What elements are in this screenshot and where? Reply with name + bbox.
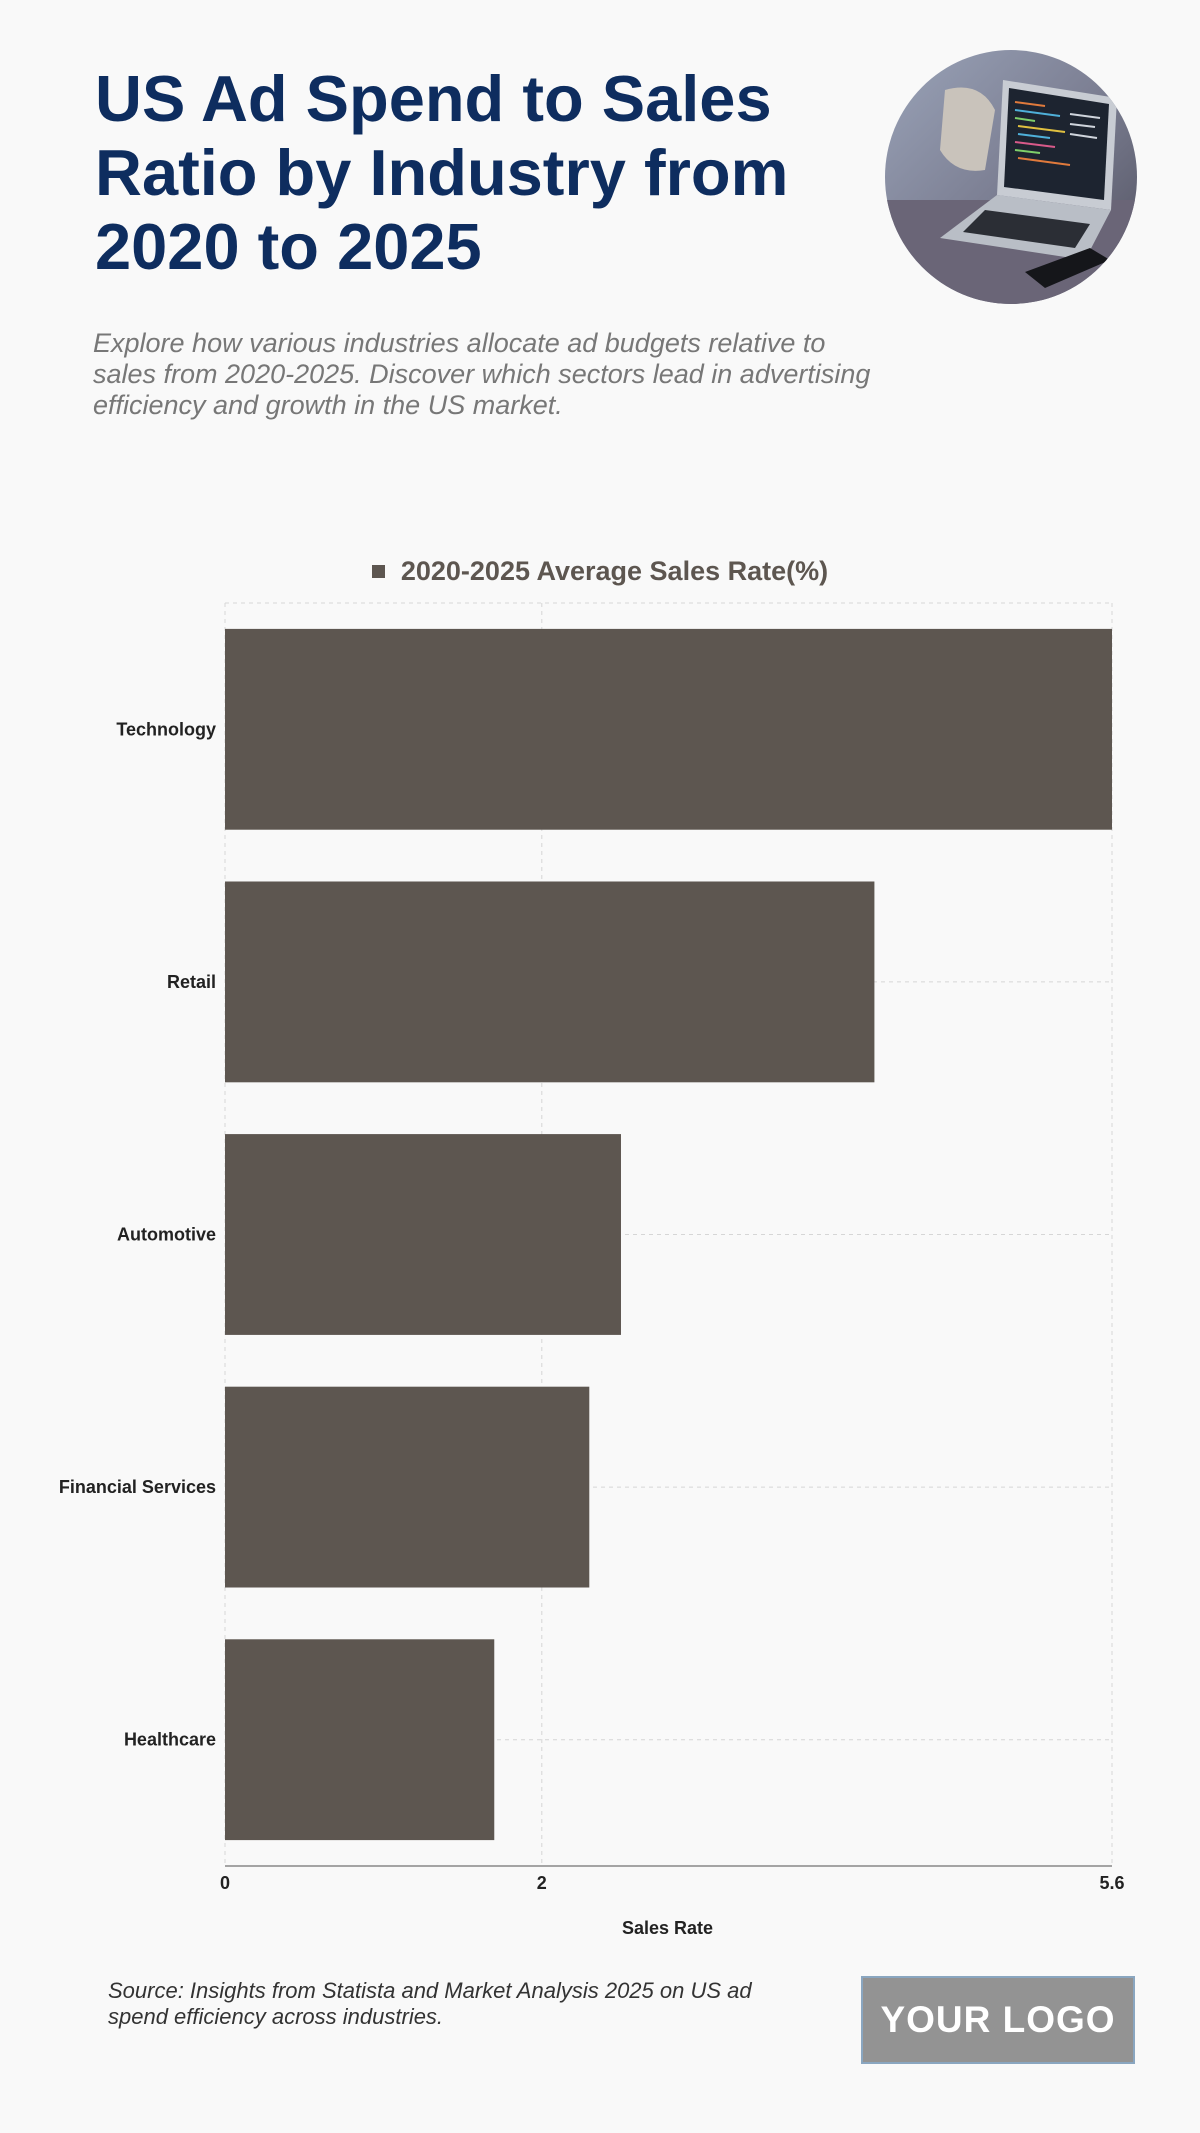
x-axis-title: Sales Rate <box>622 1918 713 1938</box>
category-label: Financial Services <box>59 1477 216 1497</box>
bar-automotive <box>225 1134 621 1335</box>
x-tick-label: 5.6 <box>1099 1873 1124 1893</box>
page-subtitle: Explore how various industries allocate … <box>93 328 871 420</box>
chart-legend: 2020-2025 Average Sales Rate(%) <box>0 551 1200 591</box>
category-label: Automotive <box>117 1225 216 1245</box>
category-label: Healthcare <box>124 1730 216 1750</box>
bar-technology <box>225 628 1112 830</box>
bar-financial-services <box>225 1386 590 1588</box>
bar-retail <box>225 881 875 1083</box>
category-label: Technology <box>116 719 216 739</box>
legend-swatch <box>371 564 385 578</box>
legend-label: 2020-2025 Average Sales Rate(%) <box>400 555 829 586</box>
page-title: US Ad Spend to Sales Ratio by Industry f… <box>95 62 789 283</box>
source-note: Source: Insights from Statista and Marke… <box>108 1978 752 2029</box>
bar-healthcare <box>225 1639 495 1841</box>
x-tick-label: 0 <box>220 1873 230 1893</box>
category-label: Retail <box>167 972 216 992</box>
x-tick-label: 2 <box>537 1873 547 1893</box>
logo-placeholder: YOUR LOGO <box>861 1976 1135 2064</box>
